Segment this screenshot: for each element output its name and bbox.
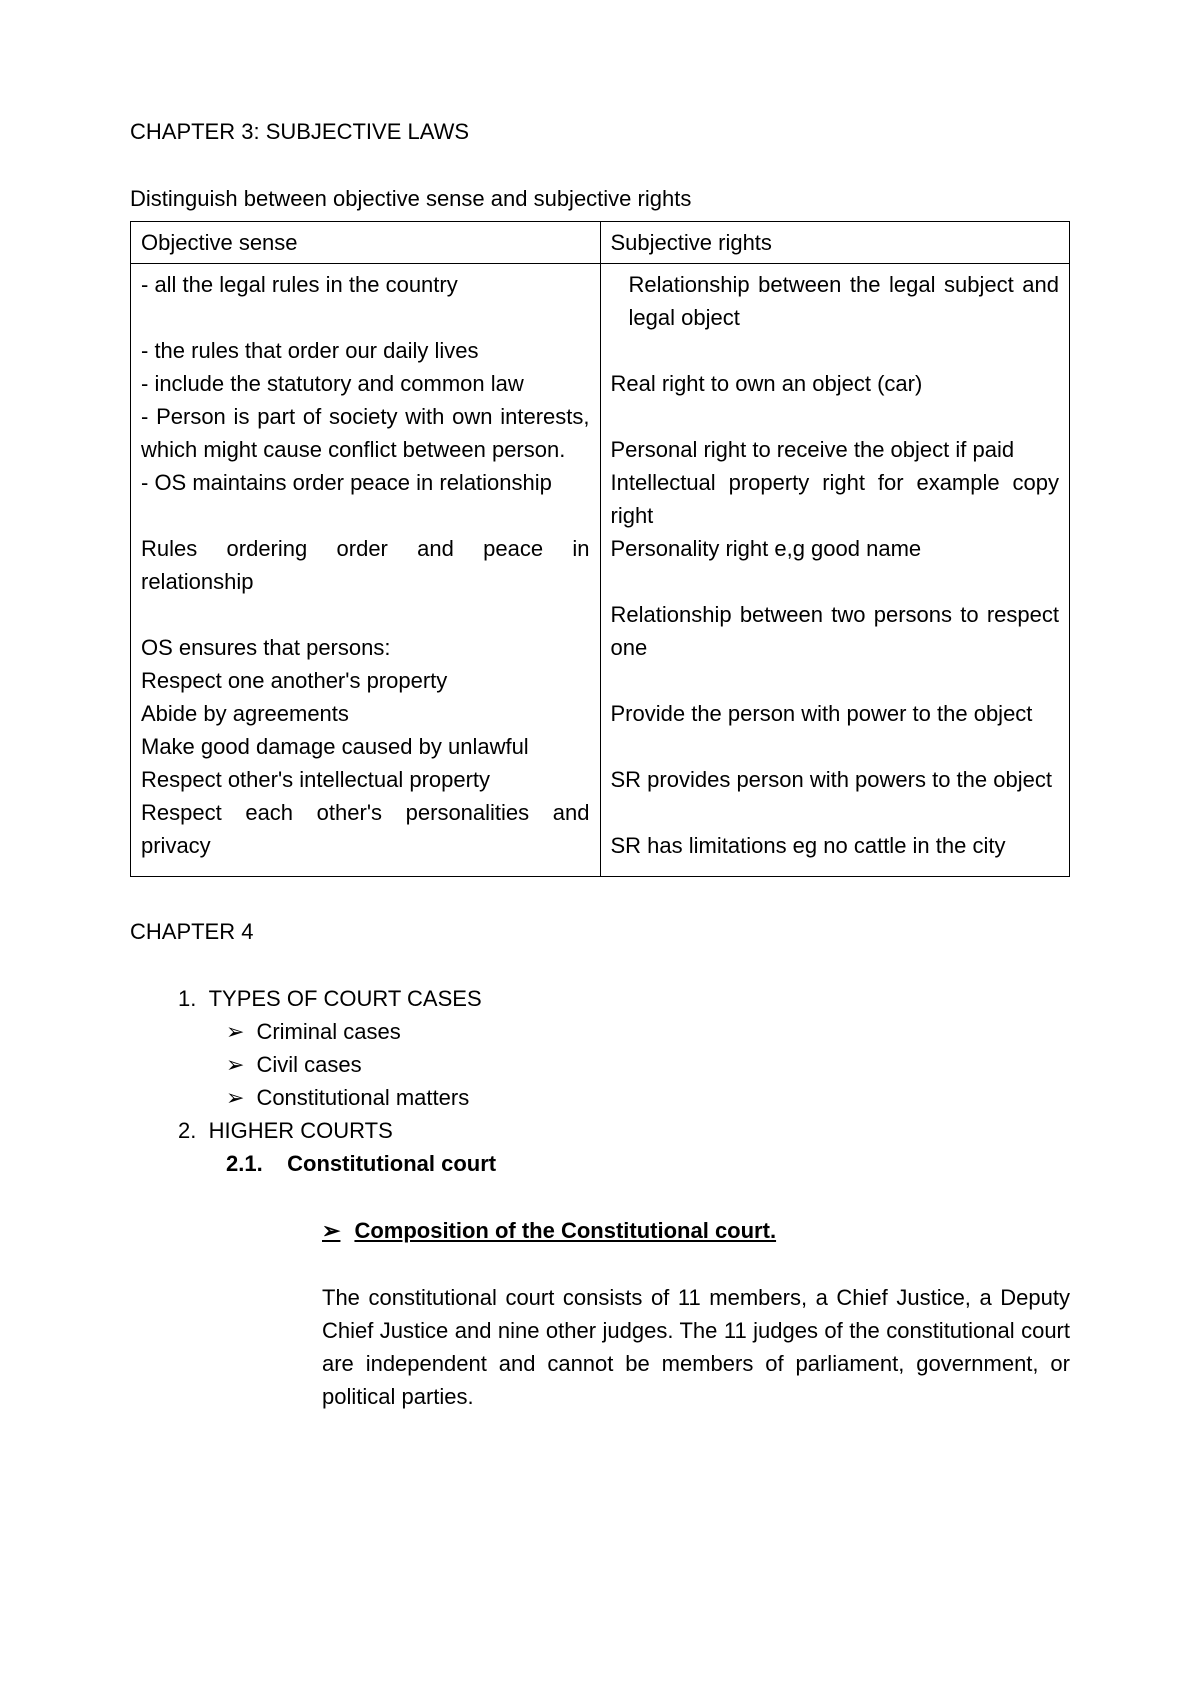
left-line: Rules ordering order and peace in relati… xyxy=(141,532,590,598)
body-left: - all the legal rules in the country - t… xyxy=(131,264,601,877)
item2-number: 2. xyxy=(130,1118,196,1143)
left-line: Abide by agreements xyxy=(141,697,590,730)
right-line: Relationship between two persons to resp… xyxy=(611,598,1060,664)
comparison-table: Objective sense Subjective rights - all … xyxy=(130,221,1070,877)
sub-item-label: Criminal cases xyxy=(256,1019,400,1044)
list-item-1: 1. TYPES OF COURT CASES Criminal cases C… xyxy=(178,982,1070,1114)
sub-number-2-1: 2.1. Constitutional court xyxy=(130,1147,1070,1180)
right-line: SR provides person with powers to the ob… xyxy=(611,763,1060,796)
chapter-3-title: CHAPTER 3: SUBJECTIVE LAWS xyxy=(130,115,1070,148)
left-line: - all the legal rules in the country xyxy=(141,268,590,301)
item1-label: TYPES OF COURT CASES xyxy=(209,986,482,1011)
numbered-list: 1. TYPES OF COURT CASES Criminal cases C… xyxy=(130,982,1070,1114)
right-line: Relationship between the legal subject a… xyxy=(611,268,1060,334)
distinguish-subtitle: Distinguish between objective sense and … xyxy=(130,182,1070,215)
sub-item-label: Constitutional matters xyxy=(256,1085,469,1110)
header-right: Subjective rights xyxy=(600,222,1070,264)
chapter-4-title: CHAPTER 4 xyxy=(130,915,1070,948)
left-line: Respect one another's property xyxy=(141,664,590,697)
left-line: Respect each other's personalities and p… xyxy=(141,796,590,862)
left-line: Respect other's intellectual property xyxy=(141,763,590,796)
left-line: - the rules that order our daily lives xyxy=(141,334,590,367)
composition-body: The constitutional court consists of 11 … xyxy=(130,1281,1070,1413)
right-line: Personality right e,g good name xyxy=(611,532,1060,565)
sub-item: Constitutional matters xyxy=(226,1081,1070,1114)
composition-heading: Composition of the Constitutional court. xyxy=(322,1218,776,1243)
subnum-label: Constitutional court xyxy=(287,1151,496,1176)
body-right: Relationship between the legal subject a… xyxy=(600,264,1070,877)
sub-item: Criminal cases xyxy=(226,1015,1070,1048)
arrow-sublist: Criminal cases Civil cases Constitutiona… xyxy=(178,1015,1070,1114)
composition-heading-block: Composition of the Constitutional court. xyxy=(130,1214,1070,1247)
right-line: Personal right to receive the object if … xyxy=(611,433,1060,466)
left-line: Make good damage caused by unlawful xyxy=(141,730,590,763)
item2-label: HIGHER COURTS xyxy=(209,1118,393,1143)
header-left: Objective sense xyxy=(131,222,601,264)
table-header-row: Objective sense Subjective rights xyxy=(131,222,1070,264)
subnum: 2.1. xyxy=(226,1151,263,1176)
left-line: OS ensures that persons: xyxy=(141,631,590,664)
left-line: - include the statutory and common law xyxy=(141,367,590,400)
right-line: Provide the person with power to the obj… xyxy=(611,697,1060,730)
right-line: Intellectual property right for example … xyxy=(611,466,1060,532)
item1-number: 1. xyxy=(178,986,196,1011)
sub-item-label: Civil cases xyxy=(256,1052,361,1077)
sub-item: Civil cases xyxy=(226,1048,1070,1081)
right-line: SR has limitations eg no cattle in the c… xyxy=(611,829,1060,862)
right-line: Real right to own an object (car) xyxy=(611,367,1060,400)
table-body-row: - all the legal rules in the country - t… xyxy=(131,264,1070,877)
left-line: - Person is part of society with own int… xyxy=(141,400,590,466)
left-line: - OS maintains order peace in relationsh… xyxy=(141,466,590,499)
